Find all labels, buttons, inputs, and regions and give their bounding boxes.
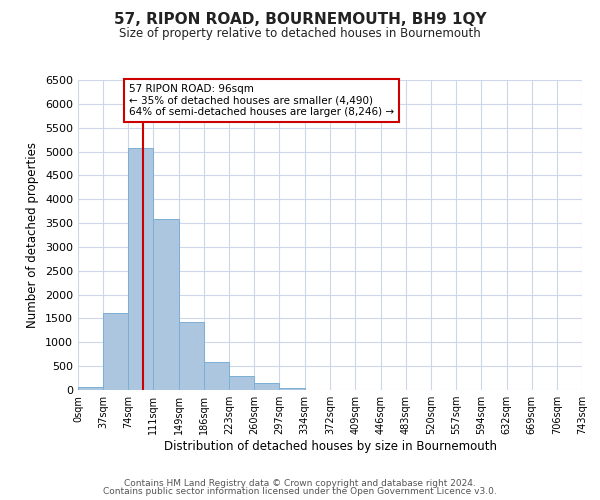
- Bar: [128, 148, 153, 390]
- Text: Size of property relative to detached houses in Bournemouth: Size of property relative to detached ho…: [119, 28, 481, 40]
- Bar: [229, 376, 254, 390]
- Bar: [280, 388, 305, 390]
- Bar: [254, 384, 280, 390]
- Bar: [103, 312, 128, 390]
- Text: Contains public sector information licensed under the Open Government Licence v3: Contains public sector information licen…: [103, 487, 497, 496]
- Text: Contains HM Land Registry data © Crown copyright and database right 2024.: Contains HM Land Registry data © Crown c…: [124, 478, 476, 488]
- X-axis label: Distribution of detached houses by size in Bournemouth: Distribution of detached houses by size …: [163, 440, 497, 453]
- Bar: [204, 362, 229, 390]
- Bar: [153, 220, 179, 390]
- Y-axis label: Number of detached properties: Number of detached properties: [26, 142, 40, 328]
- Text: 57, RIPON ROAD, BOURNEMOUTH, BH9 1QY: 57, RIPON ROAD, BOURNEMOUTH, BH9 1QY: [113, 12, 487, 28]
- Bar: [78, 387, 103, 390]
- Text: 57 RIPON ROAD: 96sqm
← 35% of detached houses are smaller (4,490)
64% of semi-de: 57 RIPON ROAD: 96sqm ← 35% of detached h…: [129, 84, 394, 117]
- Bar: [179, 322, 204, 390]
